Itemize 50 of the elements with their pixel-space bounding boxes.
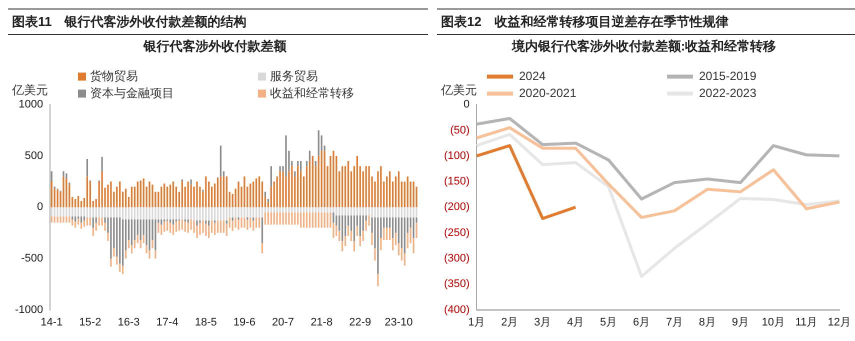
x-tick-label: 23-10 — [384, 316, 413, 328]
x-tick-label: 2月 — [501, 316, 518, 328]
x-tick-label: 3月 — [534, 316, 552, 328]
y-tick-label: -1000 — [14, 304, 44, 316]
legend-label: 2022-2023 — [699, 86, 757, 100]
x-tick-label: 11月 — [795, 316, 818, 328]
x-tick-label: 10月 — [762, 316, 786, 328]
x-tick-label: 4月 — [567, 316, 584, 328]
x-tick-label: 20-7 — [272, 316, 294, 328]
x-tick-label: 17-4 — [156, 316, 178, 328]
legend-label: 2015-2019 — [699, 68, 757, 83]
x-tick-label: 9月 — [732, 316, 750, 328]
y-tick-label: (400) — [444, 304, 470, 316]
x-tick-label: 16-3 — [118, 316, 140, 328]
legend-label: 货物贸易 — [90, 68, 138, 83]
y-axis-title: 亿美元 — [11, 82, 48, 97]
x-tick-label: 15-2 — [79, 316, 102, 328]
y-tick-label: (50) — [450, 124, 470, 136]
legend-label: 服务贸易 — [270, 68, 318, 83]
x-tick-label: 14-1 — [40, 316, 63, 328]
x-tick-label: 12月 — [828, 316, 852, 328]
y-tick-label: (250) — [444, 226, 470, 239]
x-tick-label: 19-6 — [233, 316, 256, 328]
x-tick-label: 6月 — [632, 316, 650, 328]
chart-subtitle: 银行代客涉外收付款差额 — [142, 38, 288, 54]
y-tick-label: (200) — [444, 201, 470, 214]
y-tick-label: (300) — [444, 252, 470, 265]
legend-label: 2024 — [519, 68, 546, 83]
y-tick-label: -500 — [21, 252, 44, 265]
x-tick-label: 21-8 — [310, 316, 333, 328]
y-tick-label: 1000 — [18, 98, 44, 111]
chart-title: 图表12 收益和经常转移项目逆差存在季节性规律 — [437, 8, 855, 35]
legend-label: 2020-2021 — [519, 86, 577, 100]
y-tick-label: (150) — [444, 176, 470, 188]
chart-subtitle: 境内银行代客涉外收付款差额:收益和经常转移 — [510, 38, 776, 54]
y-tick-label: (100) — [444, 150, 470, 162]
y-tick-label: 0 — [464, 98, 470, 111]
y-axis-title: 亿美元 — [440, 82, 477, 97]
x-tick-label: 22-9 — [349, 316, 372, 328]
y-tick-label: 0 — [37, 201, 44, 214]
x-tick-label: 18-5 — [194, 316, 217, 328]
x-tick-label: 8月 — [698, 316, 716, 328]
legend-label: 收益和经常转移 — [270, 86, 354, 100]
x-tick-label: 1月 — [468, 316, 486, 328]
legend-label: 资本与金融项目 — [90, 86, 174, 100]
x-tick-label: 7月 — [666, 316, 684, 328]
y-tick-label: 500 — [24, 150, 44, 162]
y-tick-label: (350) — [444, 278, 470, 290]
x-tick-label: 5月 — [600, 316, 618, 328]
chart-title: 图表11 银行代客涉外收付款差额的结构 — [8, 8, 428, 35]
